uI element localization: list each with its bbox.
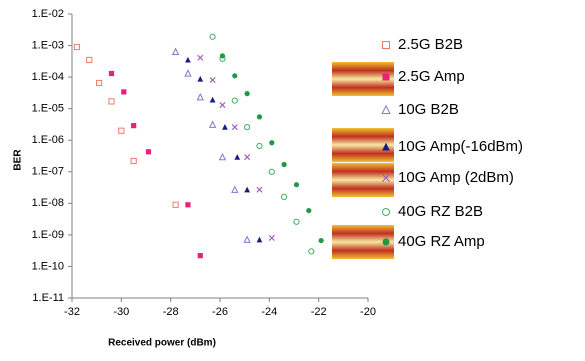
data-point (245, 155, 250, 160)
x-tick-label: -20 (360, 306, 376, 318)
data-point (87, 57, 92, 62)
legend-label: 40G RZ B2B (398, 203, 483, 220)
data-point (220, 102, 225, 107)
x-tick-label: -32 (64, 306, 80, 318)
data-point (257, 237, 263, 243)
data-point (220, 53, 225, 58)
x-tick-label: -26 (212, 306, 228, 318)
page: Received power (dBm) BER 1.E-11 1.E-10 1.E… (0, 0, 585, 361)
y-axis-title: BER (13, 149, 24, 171)
x-tick-label: -22 (311, 306, 327, 318)
data-point (257, 187, 262, 192)
data-point (119, 128, 124, 133)
data-point (185, 57, 191, 63)
y-tick-label: 1.E-04 (32, 71, 64, 83)
data-point (232, 187, 238, 193)
data-point (109, 99, 114, 104)
data-point (269, 140, 274, 145)
eye-diagrams (332, 62, 394, 259)
y-tick-label: 1.E-06 (32, 134, 64, 146)
data-point (282, 162, 287, 167)
data-point (146, 149, 151, 154)
chart: Received power (dBm) BER 1.E-11 1.E-10 1.E… (0, 0, 585, 356)
data-point (185, 202, 190, 207)
data-point (294, 219, 299, 224)
data-point (131, 158, 136, 163)
data-point (269, 235, 274, 240)
legend-label: 40G RZ Amp (398, 233, 485, 250)
legend-label: 10G B2B (398, 101, 459, 118)
data-point (74, 44, 79, 49)
data-point (197, 76, 203, 82)
data-point (306, 208, 311, 213)
legend-label: 10G Amp(-16dBm) (398, 138, 523, 155)
legend-label: 2.5G Amp (398, 68, 465, 85)
y-tick-label: 1.E-07 (32, 166, 64, 178)
y-tick-label: 1.E-03 (32, 39, 64, 51)
x-tick-label: -28 (163, 306, 179, 318)
data-point (257, 114, 262, 119)
legend-label: 10G Amp (2dBm) (398, 169, 514, 186)
data-point (309, 249, 314, 254)
data-point (234, 154, 240, 160)
data-point (97, 80, 102, 85)
data-point (232, 98, 237, 103)
data-point (198, 253, 203, 258)
data-point (244, 187, 250, 193)
data-point (210, 97, 216, 103)
data-point (210, 77, 215, 82)
legend-label: 2.5G B2B (398, 36, 463, 53)
legend-marker (383, 74, 390, 81)
data-point (210, 122, 216, 128)
y-tick-label: 1.E-02 (32, 8, 64, 20)
data-point (121, 89, 126, 94)
legend-marker (382, 106, 390, 114)
data-point (210, 34, 215, 39)
data-point (282, 194, 287, 199)
y-tick-label: 1.E-09 (32, 229, 64, 241)
data-point (173, 202, 178, 207)
data-point (232, 125, 237, 130)
y-tick-label: 1.E-05 (32, 103, 64, 115)
data-point (244, 237, 250, 243)
data-point (131, 123, 136, 128)
data-point (257, 143, 262, 148)
data-point (269, 169, 274, 174)
y-tick-label: 1.E-10 (32, 260, 64, 272)
data-point (245, 91, 250, 96)
data-point (294, 182, 299, 187)
data-point (222, 124, 228, 130)
y-tick-label: 1.E-08 (32, 197, 64, 209)
data-point (197, 94, 203, 100)
x-tick-label: -30 (113, 306, 129, 318)
data-point (198, 55, 203, 60)
x-axis-title: Received power (dBm) (108, 338, 216, 349)
data-point (220, 154, 226, 160)
x-tick-label: -24 (261, 306, 277, 318)
data-point (185, 70, 191, 76)
y-tick-label: 1.E-11 (32, 292, 64, 304)
data-point (173, 49, 179, 55)
eye-diagram (332, 128, 394, 162)
legend-marker (383, 42, 390, 49)
data-point (245, 125, 250, 130)
data-point (319, 238, 324, 243)
legend-marker (383, 209, 390, 216)
legend-marker (383, 239, 390, 246)
data-point (232, 73, 237, 78)
data-point (109, 71, 114, 76)
